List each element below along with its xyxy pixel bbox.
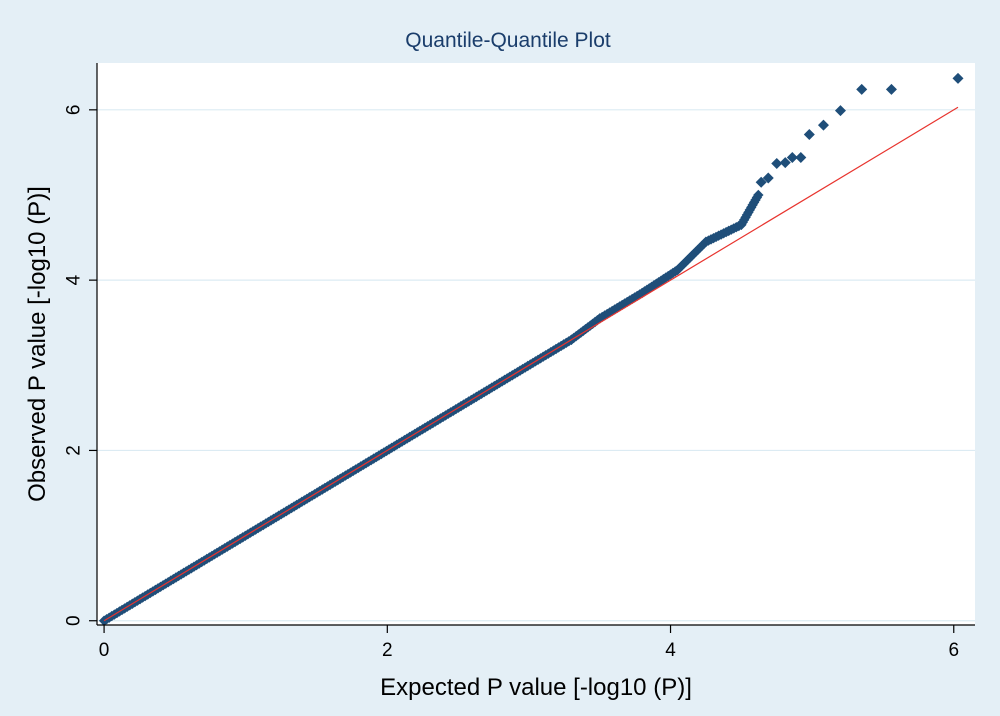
x-axis-label: Expected P value [-log10 (P)] <box>380 674 692 701</box>
gridlines <box>97 109 975 622</box>
data-point <box>779 157 791 169</box>
data-point <box>952 72 964 84</box>
reference-line-layer <box>103 106 959 622</box>
axis-ticks: 0 2 4 6 0 2 4 6 <box>64 105 959 661</box>
data-point <box>834 105 846 117</box>
y-tick-label: 2 <box>64 445 85 456</box>
data-point <box>753 189 764 201</box>
data-point <box>755 176 767 188</box>
x-tick-label: 0 <box>99 640 110 661</box>
data-point <box>817 119 829 131</box>
x-tick-label: 2 <box>382 640 393 661</box>
data-point <box>795 152 807 164</box>
data-point <box>762 172 774 184</box>
data-point <box>885 83 897 95</box>
y-tick-label: 4 <box>64 274 85 285</box>
x-tick-label: 4 <box>665 640 676 661</box>
y-tick-label: 0 <box>64 615 85 626</box>
data-point <box>786 152 798 164</box>
y-tick-label: 6 <box>64 105 85 116</box>
data-point <box>803 129 815 141</box>
x-tick-label: 6 <box>948 640 959 661</box>
chart-title: Quantile-Quantile Plot <box>405 29 611 52</box>
data-point <box>856 83 868 95</box>
plot-area <box>97 63 975 625</box>
y-axis-label: Observed P value [-log10 (P)] <box>24 186 51 502</box>
data-point <box>771 157 783 169</box>
reference-line <box>103 106 959 622</box>
